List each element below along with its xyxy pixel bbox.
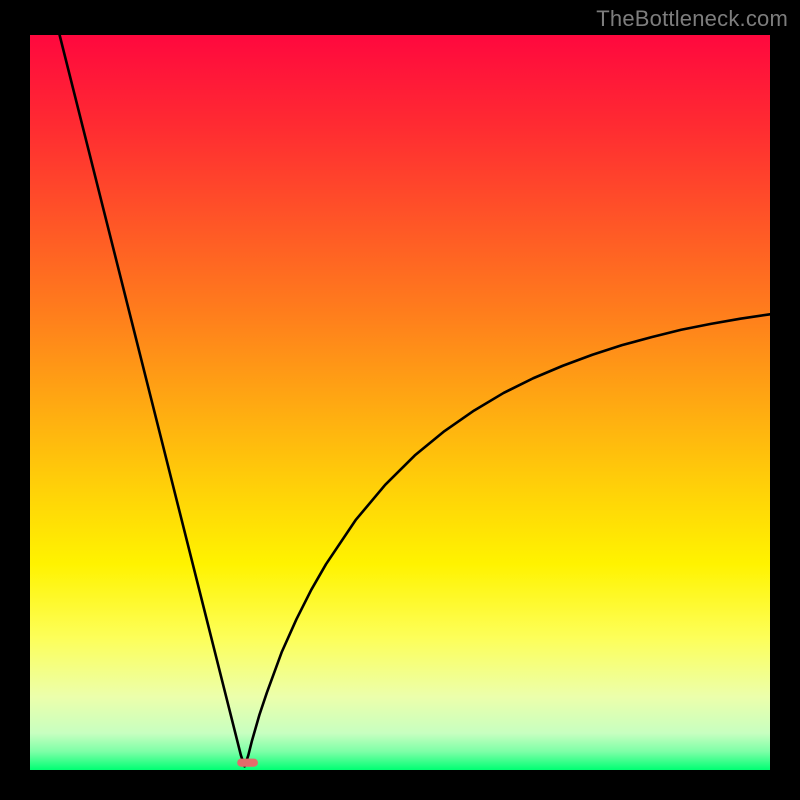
bottleneck-chart: [0, 0, 800, 800]
chart-frame: TheBottleneck.com: [0, 0, 800, 800]
watermark-text: TheBottleneck.com: [596, 6, 788, 32]
optimum-marker: [237, 759, 258, 767]
plot-area: [30, 35, 770, 770]
